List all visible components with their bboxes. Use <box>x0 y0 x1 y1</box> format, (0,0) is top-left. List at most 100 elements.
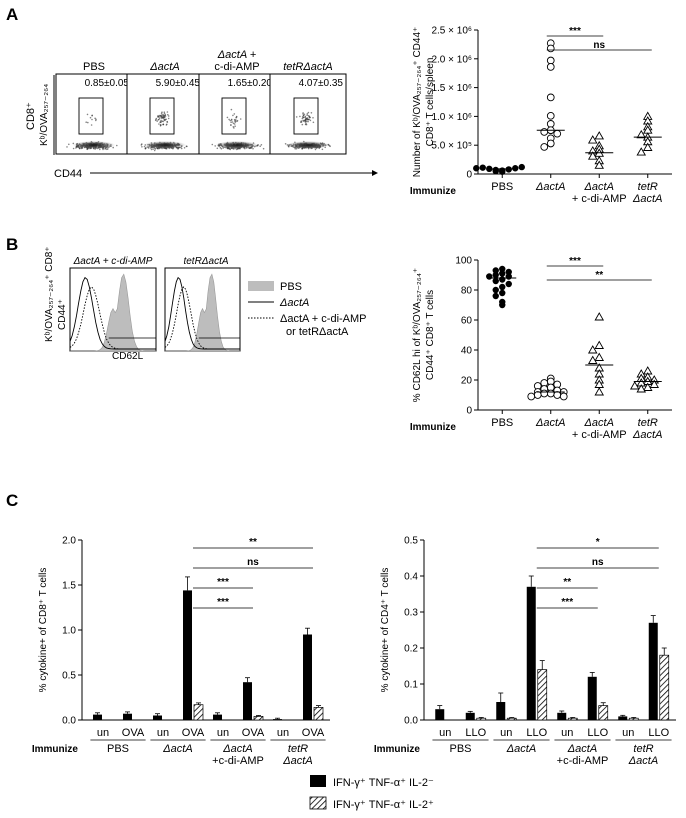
x-tick-label: OVA <box>182 727 205 739</box>
histogram-combo-line <box>69 286 156 350</box>
flow-event <box>230 124 232 126</box>
data-point <box>594 352 605 361</box>
y-tick-label: 0.2 <box>404 644 418 655</box>
hist-b-ylabel-1: Kᵇ/OVA₂₅₇₋₂₆₄⁺ CD8⁺ <box>44 246 55 342</box>
flow-event <box>304 118 307 120</box>
significance-label: *** <box>569 26 581 37</box>
y-tick-label: 20 <box>461 376 473 387</box>
data-point <box>540 128 549 136</box>
bar <box>506 717 517 721</box>
flow-event <box>307 120 309 123</box>
data-point <box>499 270 506 277</box>
significance-label: ** <box>563 577 571 588</box>
hist-b-legend-actA: ΔactA <box>279 297 309 309</box>
flow-event <box>306 117 309 119</box>
data-point <box>629 381 640 390</box>
data-point <box>499 289 506 297</box>
legend-c-il2-pos: IFN-γ⁺ TNF-α⁺ IL-2⁺ <box>333 799 434 811</box>
data-point <box>499 301 506 309</box>
histograms-b: Kᵇ/OVA₂₅₇₋₂₆₄⁺ CD8⁺ CD44⁺ CD62L ΔactA + … <box>44 246 367 362</box>
bar <box>303 634 312 720</box>
bar <box>193 704 204 721</box>
x-tick-label: un <box>217 727 229 739</box>
flow-plot-title: ΔactA <box>149 61 179 73</box>
flow-event <box>140 144 143 146</box>
flow-event <box>85 121 87 123</box>
flow-event <box>162 117 165 119</box>
x-tick-label: tetR <box>638 181 658 193</box>
flow-event <box>167 113 169 116</box>
x-tick-label: LLO <box>648 727 669 739</box>
flow-event <box>235 148 238 151</box>
bar <box>618 716 628 720</box>
flow-event <box>112 146 114 149</box>
flow-event <box>229 119 231 122</box>
significance-label: ** <box>249 537 257 548</box>
y-axis-label: % cytokine+ of CD8⁺ T cells <box>38 568 49 693</box>
bar <box>537 669 548 721</box>
legend-c-swatch-il2-neg <box>310 775 326 787</box>
y-tick-label: 0.1 <box>404 680 418 691</box>
flow-event <box>158 123 160 125</box>
flow-event <box>304 116 307 119</box>
hist-b-legend-combo: ΔactA + c-di-AMP <box>280 313 367 325</box>
flow-gate-percent: 1.65±0.20 <box>228 78 273 89</box>
flow-event <box>262 147 265 150</box>
flow-event <box>312 121 315 124</box>
histogram-1 <box>164 267 241 352</box>
flow-event <box>160 112 163 115</box>
flow-event <box>211 143 214 146</box>
significance-label: * <box>596 537 600 548</box>
flow-event <box>91 118 93 121</box>
flow-event <box>164 115 167 117</box>
flow-event <box>87 121 89 124</box>
hist-b-ylabel-2: CD44⁺ <box>57 299 68 330</box>
y-axis-label: % cytokine+ of CD4⁺ T cells <box>380 568 391 693</box>
bar-chart-cd8: 0.0 0.5 1.0 1.5 2.0 % cytokine+ of CD8⁺ T cel… <box>32 536 330 767</box>
scatter-chart-b: 0 20 40 60 80 100 % CD62L hi of Kᵇ/OVA₂₅₇₋₂₆₄⁺… <box>410 256 672 441</box>
flow-event <box>157 115 160 118</box>
flow-a-x-arrowhead <box>372 170 378 176</box>
significance-label: ns <box>593 40 605 51</box>
flow-event <box>234 120 236 123</box>
bar <box>476 717 487 721</box>
flow-event <box>183 147 186 149</box>
flow-event <box>307 118 309 121</box>
flow-event <box>154 119 157 122</box>
x-tick-label-line2: ΔactA <box>632 193 662 205</box>
flow-event <box>302 114 305 117</box>
bar <box>123 713 132 720</box>
x-tick-label: PBS <box>491 417 513 429</box>
group-label: tetR <box>633 743 653 755</box>
group-label: ΔactA <box>162 743 192 755</box>
data-point <box>499 167 506 174</box>
flow-event <box>235 117 237 119</box>
data-point <box>594 340 605 349</box>
x-axis-label: Immunize <box>410 186 457 197</box>
flow-event <box>150 148 153 151</box>
flow-event <box>162 123 165 126</box>
y-tick-label: 1.0 <box>62 626 76 637</box>
x-axis-label: Immunize <box>374 744 421 755</box>
flow-event <box>162 120 164 123</box>
x-tick-label: OVA <box>302 727 325 739</box>
bar <box>648 622 658 720</box>
flow-event <box>239 118 242 120</box>
flow-plot-1: 5.90±0.45 ΔactA <box>126 61 204 155</box>
flow-event <box>155 117 158 120</box>
data-point <box>492 166 499 174</box>
hist-b-title-1: ΔactA + c-di-AMP <box>73 256 153 267</box>
flow-density <box>215 141 259 149</box>
flow-plot-title: tetRΔactA <box>283 61 333 73</box>
x-tick-label: un <box>439 727 451 739</box>
flow-event <box>299 115 301 118</box>
flow-event <box>165 118 167 121</box>
data-point <box>479 164 486 171</box>
flow-plots-a: CD8⁺ Kᵇ/OVA₂₅₇₋₂₆₄ CD44 0.85±0.05 PBS 5.90… <box>25 49 378 180</box>
data-point <box>546 63 555 71</box>
flow-event <box>91 114 93 117</box>
significance-label: *** <box>561 597 573 608</box>
flow-event <box>226 116 229 119</box>
flow-event <box>167 115 170 117</box>
